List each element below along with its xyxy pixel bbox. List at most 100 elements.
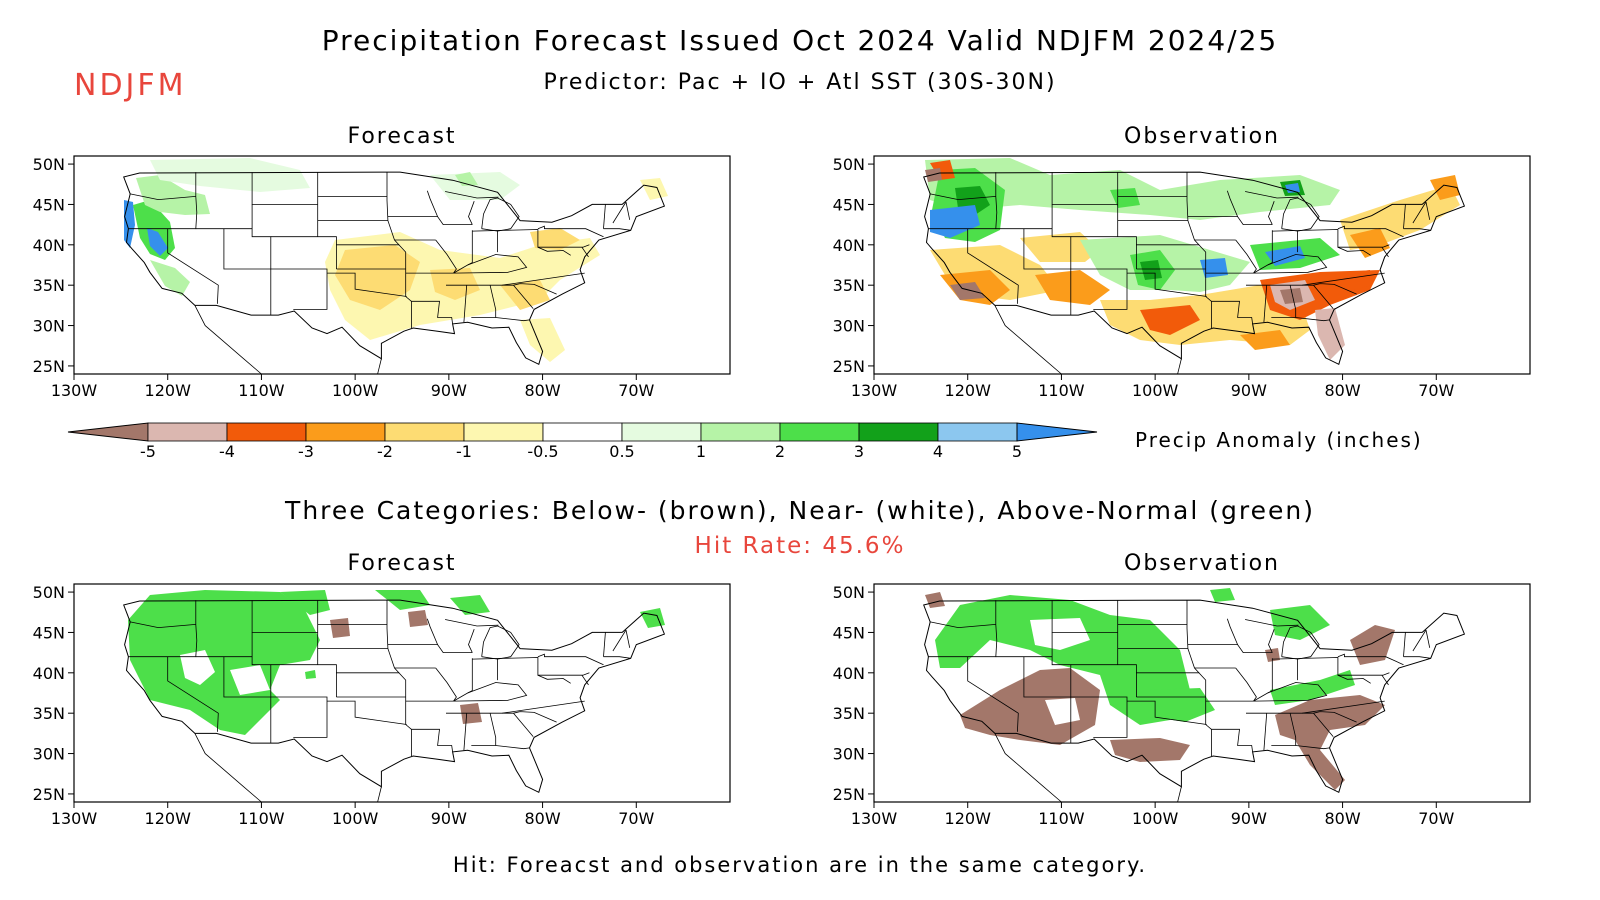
color-bar-tick-label: -5: [140, 442, 156, 461]
lat-label: 30N: [33, 317, 65, 336]
state-border: [1337, 246, 1371, 256]
color-bar-segment: [384, 422, 465, 442]
color-bar-segment: [463, 422, 544, 442]
state-border: [1271, 713, 1297, 746]
state-border: [1403, 632, 1406, 657]
lat-label: 45N: [33, 195, 65, 214]
panel-title-observation: Observation: [1124, 124, 1280, 149]
color-bar-segment: [621, 422, 702, 442]
top-forecast-basemap: 50N 45N 40N 35N 30N 25N 130W 120W 110W 100W 90W 80W…: [33, 155, 731, 400]
state-border: [1263, 713, 1268, 751]
observation-category-map: Observation: [925, 551, 1395, 790]
state-border: [1425, 201, 1431, 220]
lat-label: 25N: [33, 785, 65, 804]
state-border: [251, 656, 328, 738]
lat-label: 35N: [33, 704, 65, 723]
lat-label: 45N: [833, 623, 865, 642]
mexico-coast: [994, 733, 1062, 803]
lon-label: 120W: [145, 381, 192, 400]
state-border: [481, 197, 520, 232]
color-bar-segment: [858, 422, 939, 442]
state-border: [603, 204, 606, 229]
predictor-subtitle: Predictor: Pac + IO + Atl SST (30S-30N): [543, 70, 1057, 95]
lat-label: 30N: [833, 745, 865, 764]
state-border: [386, 172, 412, 328]
state-border: [1023, 656, 1072, 744]
color-bar-segment: [542, 422, 623, 442]
state-border: [405, 667, 457, 702]
color-bar-tick-label: 2: [775, 442, 785, 461]
state-border: [387, 644, 473, 653]
state-border: [1403, 656, 1431, 659]
state-border: [930, 621, 996, 629]
state-border: [537, 225, 604, 238]
footer-note: Hit: Foreacst and observation are in the…: [452, 853, 1148, 877]
forecast-shading: [124, 158, 668, 362]
state-border: [471, 285, 497, 318]
lon-label: 80W: [1324, 809, 1360, 828]
state-border: [495, 745, 530, 750]
state-border: [1205, 239, 1257, 274]
mexico-coast: [194, 733, 262, 803]
lon-label: 90W: [431, 809, 467, 828]
main-title: Precipitation Forecast Issued Oct 2024 V…: [321, 24, 1279, 57]
lon-label: 80W: [524, 809, 560, 828]
panel-title-forecast-categories: Forecast: [347, 551, 456, 576]
state-border: [327, 700, 407, 725]
map-frame: [73, 583, 731, 803]
map-frame: [73, 155, 731, 375]
us-coastline: [923, 599, 1466, 794]
state-border: [270, 664, 337, 697]
state-border: [1295, 317, 1330, 322]
state-border: [270, 236, 337, 269]
state-border: [1127, 272, 1207, 297]
state-border: [1211, 728, 1253, 752]
lat-label: 30N: [833, 317, 865, 336]
lat-label: 40N: [833, 236, 865, 255]
observation-category-shading: [925, 588, 1395, 790]
mexico-coast: [994, 305, 1062, 375]
season-label: NDJFM: [74, 68, 187, 103]
lat-label: 45N: [833, 195, 865, 214]
state-border: [1337, 653, 1404, 666]
state-border: [1245, 619, 1299, 627]
lon-label: 100W: [1132, 809, 1179, 828]
state-border: [1381, 246, 1389, 258]
lon-label: 100W: [1132, 381, 1179, 400]
lat-label: 25N: [833, 785, 865, 804]
lat-label: 50N: [833, 155, 865, 174]
lon-label: 110W: [1038, 381, 1085, 400]
color-bar-segment: [226, 422, 307, 442]
state-border: [1226, 618, 1238, 645]
state-border: [1267, 658, 1273, 694]
lat-label: 25N: [833, 357, 865, 376]
lon-label: 80W: [1324, 381, 1360, 400]
state-border: [463, 285, 468, 323]
categories-title: Three Categories: Below- (brown), Near- …: [285, 496, 1315, 525]
state-border: [1281, 197, 1320, 232]
panel-title-forecast: Forecast: [347, 124, 456, 149]
state-border: [928, 600, 998, 658]
lon-label: 110W: [238, 381, 285, 400]
hit-rate: Hit Rate: 45.6%: [694, 533, 906, 559]
color-bar: -5 -4 -3 -2 -1 -0.5 0.5 1 2 3 4 5: [67, 422, 1098, 461]
state-border: [471, 713, 497, 746]
observation-shading: [925, 158, 1460, 360]
observation-anomaly-map: Observation: [925, 124, 1460, 360]
state-border: [405, 239, 457, 274]
lat-label: 35N: [833, 276, 865, 295]
state-border: [1051, 228, 1128, 310]
lat-label: 40N: [33, 236, 65, 255]
state-border: [1412, 201, 1427, 224]
state-border: [128, 172, 198, 230]
state-border: [612, 629, 627, 652]
state-border: [468, 201, 475, 225]
state-border: [1226, 190, 1238, 217]
color-bar-tick-label: -4: [219, 442, 235, 461]
color-bar-tick-label: 4: [933, 442, 943, 461]
state-border: [1023, 228, 1072, 316]
state-border: [928, 172, 998, 230]
state-border: [1295, 745, 1330, 750]
state-border: [930, 193, 996, 201]
state-border: [327, 272, 407, 297]
